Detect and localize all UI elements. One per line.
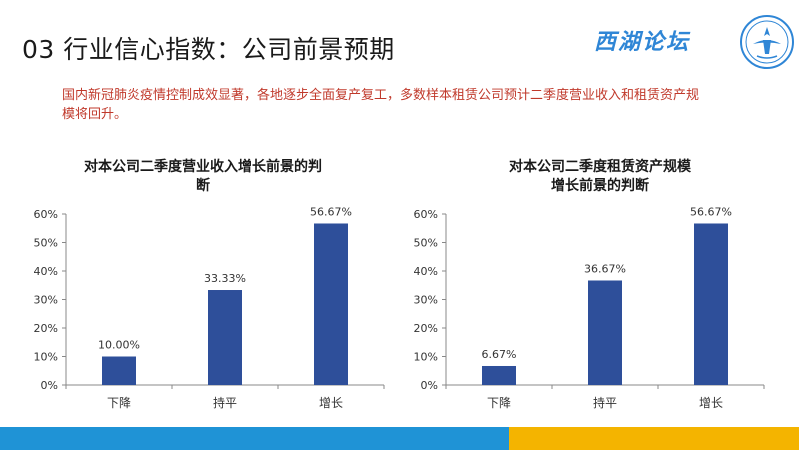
round-seal-emblem-icon	[740, 15, 794, 69]
data-label: 10.00%	[98, 339, 140, 352]
data-label: 6.67%	[482, 348, 517, 361]
x-tick-label: 增长	[319, 396, 343, 410]
chart-title-line: 对本公司二季度营业收入增长前景的判	[84, 159, 322, 175]
intro-text: 国内新冠肺炎疫情控制成效显著，各地逐步全面复产复工，多数样本租赁公司预计二季度营…	[62, 88, 700, 122]
asset-scale-outlook-plot: 0% 10% 20% 30% 40% 50% 60% 6.67% 下降 36.67% 持平 56.67…	[414, 205, 765, 410]
y-tick-label: 20%	[34, 322, 58, 335]
y-tick-label: 50%	[34, 237, 58, 250]
chart-title: 对本公司二季度租赁资产规模 增长前景的判断	[440, 158, 760, 196]
logo-text: 西湖论坛	[594, 29, 691, 55]
y-tick-label: 20%	[414, 322, 438, 335]
y-tick-label: 40%	[34, 265, 58, 278]
footer-band-right	[509, 427, 799, 450]
bar	[694, 223, 728, 385]
logo: 西湖论坛	[594, 14, 794, 70]
y-tick-label: 0%	[421, 379, 438, 392]
data-label: 33.33%	[204, 272, 246, 285]
bar	[588, 280, 622, 385]
y-tick-label: 0%	[41, 379, 58, 392]
y-tick-label: 10%	[414, 351, 438, 364]
chart-title-line: 对本公司二季度租赁资产规模	[509, 159, 691, 175]
y-tick-label: 30%	[414, 294, 438, 307]
page-title: 03 行业信心指数：公司前景预期	[22, 35, 395, 64]
x-tick-label: 增长	[699, 396, 723, 410]
x-tick-label: 持平	[593, 395, 617, 410]
y-tick-label: 60%	[34, 208, 58, 221]
chart-title: 对本公司二季度营业收入增长前景的判 断	[38, 158, 368, 196]
bar	[314, 223, 348, 385]
x-tick-label: 下降	[487, 396, 511, 410]
bar	[102, 356, 136, 385]
bar	[208, 290, 242, 385]
y-tick-label: 30%	[34, 294, 58, 307]
chart-title-line: 增长前景的判断	[551, 178, 649, 194]
y-tick-label: 60%	[414, 208, 438, 221]
x-tick-label: 下降	[107, 396, 131, 410]
footer-band-left	[0, 427, 509, 450]
data-label: 56.67%	[690, 205, 732, 218]
revenue-outlook-plot: 0% 10% 20% 30% 40% 50% 60% 10.00% 下降 33.33% 持平 56.6…	[34, 205, 385, 410]
chart-title-line: 断	[196, 178, 210, 194]
bar	[482, 365, 516, 385]
data-label: 56.67%	[310, 205, 352, 218]
data-label: 36.67%	[584, 262, 626, 275]
x-tick-label: 持平	[213, 395, 237, 410]
y-tick-label: 10%	[34, 351, 58, 364]
y-tick-label: 50%	[414, 237, 438, 250]
y-tick-label: 40%	[414, 265, 438, 278]
